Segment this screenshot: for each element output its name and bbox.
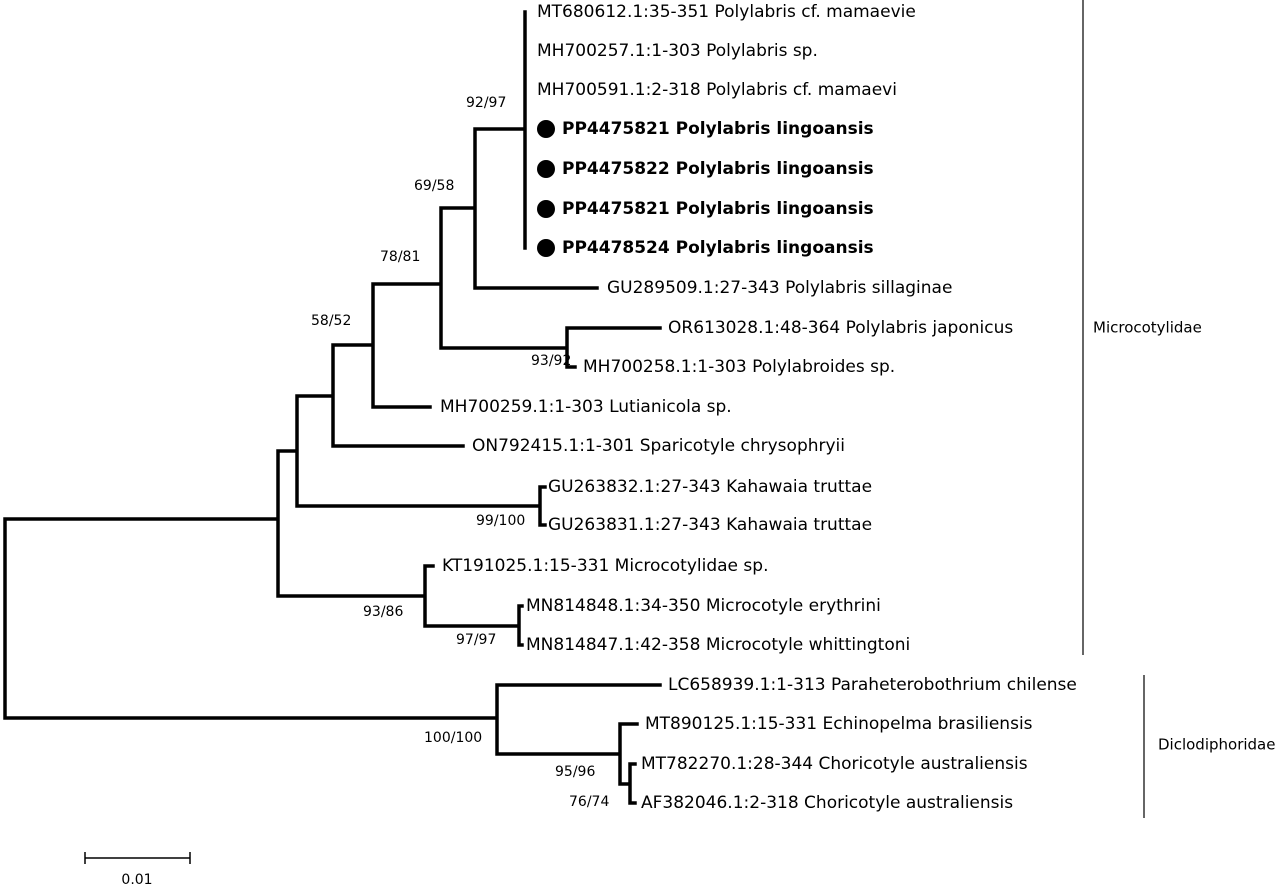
support-label: 93/86 bbox=[363, 604, 403, 620]
clade-label: Microcotylidae bbox=[1093, 319, 1202, 337]
highlight-dots bbox=[537, 120, 555, 257]
support-label: 78/81 bbox=[380, 249, 420, 265]
leaf-label: GU289509.1:27-343 Polylabris sillaginae bbox=[607, 278, 952, 298]
leaf-label: MT782270.1:28-344 Choricotyle australien… bbox=[641, 754, 1028, 774]
leaf-label: LC658939.1:1-313 Paraheterobothrium chil… bbox=[668, 675, 1077, 695]
leaf-label: PP4478524 Polylabris lingoansis bbox=[562, 238, 874, 258]
support-label: 69/58 bbox=[414, 178, 454, 194]
leaf-label: MH700591.1:2-318 Polylabris cf. mamaevi bbox=[537, 80, 897, 100]
leaf-label: GU263832.1:27-343 Kahawaia truttae bbox=[548, 477, 872, 497]
scale-bar bbox=[84, 852, 191, 864]
leaf-label: MN814847.1:42-358 Microcotyle whittingto… bbox=[526, 635, 910, 655]
tree-branches bbox=[3, 10, 662, 805]
leaf-label: MH700259.1:1-303 Lutianicola sp. bbox=[440, 397, 732, 417]
clade-label: Diclodiphoridae bbox=[1158, 736, 1275, 754]
dot bbox=[537, 160, 555, 178]
leaf-label: MT680612.1:35-351 Polylabris cf. mamaevi… bbox=[537, 2, 916, 22]
support-label: 100/100 bbox=[424, 730, 482, 746]
support-label: 99/100 bbox=[476, 513, 525, 529]
support-label: 92/97 bbox=[466, 95, 506, 111]
support-label: 76/74 bbox=[569, 794, 609, 810]
dot bbox=[537, 239, 555, 257]
leaf-label: PP4475821 Polylabris lingoansis bbox=[562, 199, 874, 219]
leaf-label: MH700258.1:1-303 Polylabroides sp. bbox=[583, 357, 895, 377]
dot bbox=[537, 200, 555, 218]
leaf-label: MT890125.1:15-331 Echinopelma brasiliens… bbox=[645, 714, 1033, 734]
support-label: 97/97 bbox=[456, 632, 496, 648]
leaf-label: OR613028.1:48-364 Polylabris japonicus bbox=[668, 318, 1013, 338]
support-label: 93/92 bbox=[531, 353, 571, 369]
leaf-label: PP4475822 Polylabris lingoansis bbox=[562, 159, 874, 179]
leaf-label: PP4475821 Polylabris lingoansis bbox=[562, 119, 874, 139]
scale-label: 0.01 bbox=[121, 872, 152, 888]
dot bbox=[537, 120, 555, 138]
support-label: 95/96 bbox=[555, 764, 595, 780]
leaf-label: MN814848.1:34-350 Microcotyle erythrini bbox=[526, 596, 881, 616]
leaf-label: AF382046.1:2-318 Choricotyle australiens… bbox=[641, 793, 1013, 813]
leaf-label: KT191025.1:15-331 Microcotylidae sp. bbox=[442, 556, 768, 576]
leaf-label: ON792415.1:1-301 Sparicotyle chrysophryi… bbox=[472, 436, 845, 456]
leaf-label: MH700257.1:1-303 Polylabris sp. bbox=[537, 41, 818, 61]
support-label: 58/52 bbox=[311, 313, 351, 329]
leaf-label: GU263831.1:27-343 Kahawaia truttae bbox=[548, 515, 872, 535]
